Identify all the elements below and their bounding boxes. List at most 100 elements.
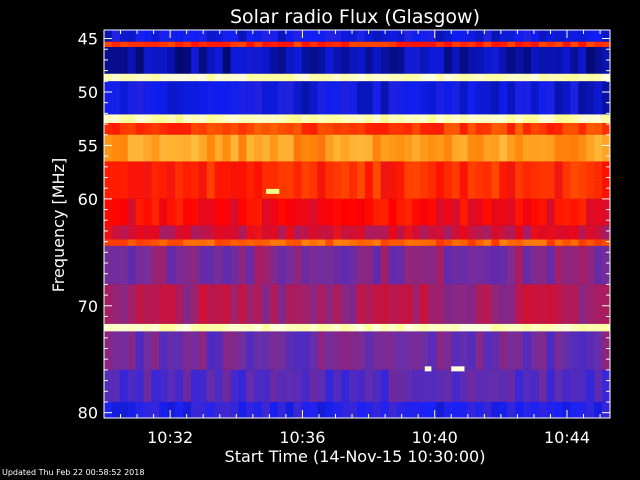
band-texture [420,239,429,246]
band-texture [190,245,199,285]
band-texture [443,114,452,123]
radio-burst [451,366,465,372]
band-texture [459,323,468,332]
band-texture [325,369,334,402]
band-texture [333,73,342,82]
band-texture [364,41,373,48]
band-texture [404,245,413,285]
band-texture [372,369,381,402]
band-texture [364,47,373,74]
band-texture [230,225,239,240]
band-texture [554,122,563,135]
band-texture [388,401,397,418]
band-texture [515,198,524,226]
band-texture [222,122,231,135]
band-texture [538,122,547,135]
band-texture [333,161,342,199]
band-texture [349,323,357,332]
band-texture [380,73,389,82]
band-texture [538,41,547,48]
band-texture [111,239,120,246]
band-texture [459,134,468,162]
band-texture [586,323,595,332]
band-texture [262,331,271,370]
band-texture [111,284,120,324]
band-texture [562,331,571,370]
band-texture [436,245,444,285]
band-texture [499,41,508,48]
band-texture [412,401,421,418]
band-texture [309,401,318,418]
band-texture [301,81,310,115]
band-texture [602,239,610,246]
updated-timestamp: Updated Thu Feb 22 00:58:52 2018 [2,468,145,477]
band-texture [151,114,160,123]
band-texture [206,198,215,226]
band-texture [467,401,476,418]
band-texture [475,323,484,332]
band-texture [317,198,326,226]
band-texture [570,239,579,246]
band-texture [380,323,389,332]
band-texture [285,284,294,324]
band-texture [602,198,610,226]
band-texture [602,47,610,74]
band-texture [507,245,516,285]
y-tick-label: 45 [78,30,98,49]
band-texture [412,225,421,240]
band-texture [451,81,460,115]
frequency-band [104,239,610,246]
band-texture [238,134,247,162]
band-texture [293,122,302,135]
band-texture [341,323,350,332]
band-texture [341,239,350,246]
band-texture [183,41,191,48]
band-texture [317,73,326,82]
band-texture [230,134,239,162]
frequency-band [104,401,610,418]
band-texture [325,81,334,115]
band-texture [570,323,579,332]
band-texture [270,114,278,123]
band-texture [372,81,381,115]
band-texture [190,331,199,370]
band-texture [523,369,531,402]
band-texture [570,284,579,324]
band-texture [523,323,531,332]
band-texture [554,401,563,418]
band-texture [206,401,215,418]
band-texture [119,331,128,370]
band-texture [586,73,595,82]
band-texture [285,401,294,418]
band-texture [436,369,444,402]
band-texture [602,284,610,324]
band-texture [151,401,160,418]
band-texture [293,369,302,402]
band-texture [111,245,120,285]
band-texture [523,47,531,74]
band-texture [262,30,271,42]
band-texture [293,134,302,162]
band-texture [428,245,437,285]
y-tick-label: 80 [78,404,98,423]
band-texture [214,323,223,332]
band-texture [246,245,255,285]
band-texture [183,369,191,402]
band-texture [554,284,563,324]
band-texture [372,47,381,74]
band-texture [222,245,231,285]
band-texture [538,73,547,82]
band-texture [459,47,468,74]
band-texture [254,134,263,162]
band-texture [135,225,144,240]
band-texture [523,41,531,48]
band-texture [372,225,381,240]
band-texture [475,114,484,123]
band-texture [277,134,286,162]
band-texture [380,161,389,199]
band-texture [467,161,476,199]
x-tick-label: 10:32 [147,428,193,447]
band-texture [507,225,516,240]
band-texture [364,284,373,324]
band-texture [238,401,247,418]
